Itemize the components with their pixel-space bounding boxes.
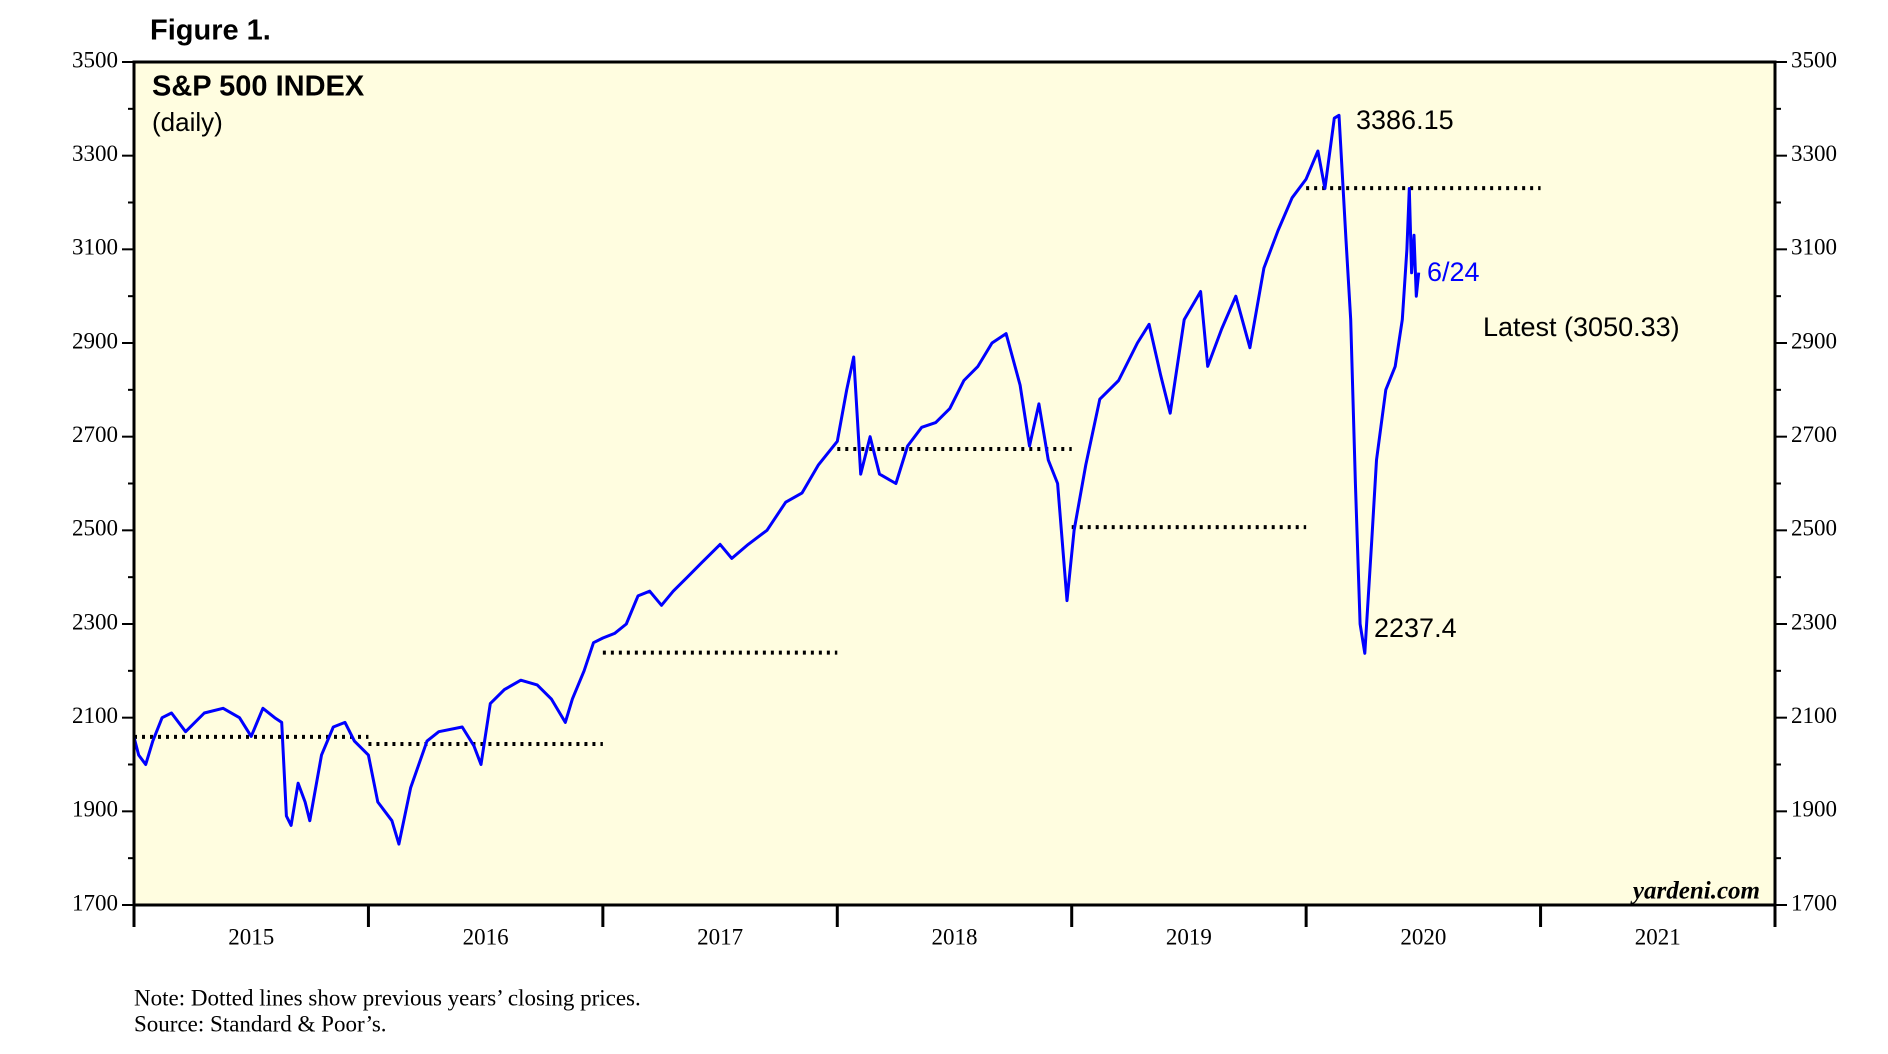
x-tick-label: 2015 (228, 924, 274, 949)
plot-area (134, 62, 1775, 905)
x-tick-label: 2021 (1635, 924, 1681, 949)
y2-tick-label: 2500 (1791, 516, 1837, 541)
x-tick-label: 2018 (932, 924, 978, 949)
y-tick-label: 2300 (72, 609, 118, 634)
source: Source: Standard & Poor’s. (134, 1011, 387, 1036)
chart-title: S&P 500 INDEX (152, 71, 365, 103)
y2-tick-label: 2700 (1791, 422, 1837, 447)
y-tick-label: 1900 (72, 797, 118, 822)
y-tick-label: 3300 (72, 141, 118, 166)
y2-tick-label: 2100 (1791, 703, 1837, 728)
annotation: 3386.15 (1356, 105, 1454, 135)
annotation: 6/24 (1427, 257, 1480, 287)
x-tick-label: 2019 (1166, 924, 1212, 949)
y-tick-label: 2500 (72, 516, 118, 541)
x-tick-label: 2017 (697, 924, 743, 949)
y-tick-label: 3100 (72, 235, 118, 260)
note: Note: Dotted lines show previous years’ … (134, 985, 641, 1010)
chart-subtitle: (daily) (152, 107, 223, 137)
figure-label: Figure 1. (150, 15, 271, 47)
y2-tick-label: 3500 (1791, 47, 1837, 72)
y2-tick-label: 3100 (1791, 235, 1837, 260)
y2-tick-label: 3300 (1791, 141, 1837, 166)
y-tick-label: 2900 (72, 328, 118, 353)
x-tick-label: 2020 (1400, 924, 1446, 949)
y2-tick-label: 2300 (1791, 609, 1837, 634)
y-tick-label: 2700 (72, 422, 118, 447)
plot-border (132, 60, 1777, 907)
annotation: Latest (3050.33) (1483, 312, 1680, 342)
y-tick-label: 1700 (72, 890, 118, 915)
y-tick-label: 2100 (72, 703, 118, 728)
index-line (132, 113, 1421, 846)
annotation: 2237.4 (1374, 613, 1457, 643)
x-tick-label: 2016 (463, 924, 509, 949)
y2-tick-label: 2900 (1791, 328, 1837, 353)
brand: yardeni.com (1630, 878, 1760, 905)
y-tick-label: 3500 (72, 47, 118, 72)
y2-tick-label: 1700 (1791, 890, 1837, 915)
y2-tick-label: 1900 (1791, 797, 1837, 822)
